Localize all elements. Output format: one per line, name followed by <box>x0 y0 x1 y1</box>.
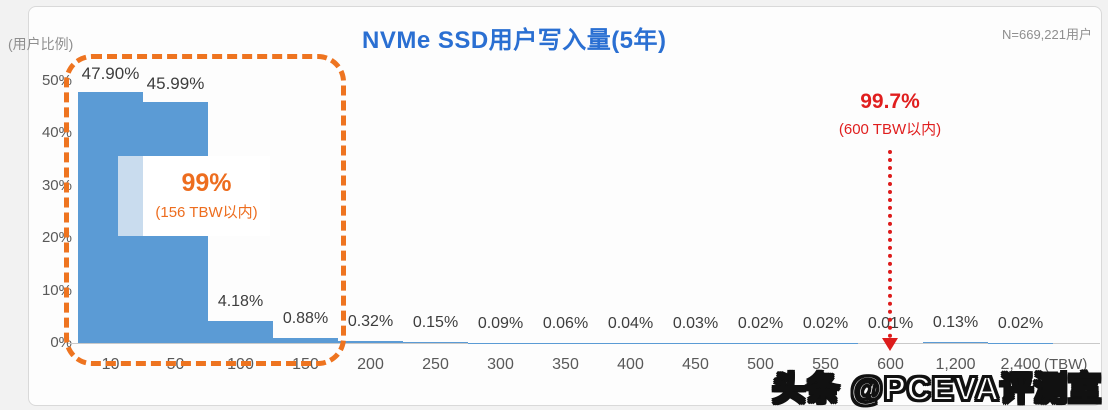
highlight-annotation-content: 99% (156 TBW以内) <box>143 156 270 236</box>
y-tick-30%: 30% <box>41 176 72 194</box>
x-tick-100: 100 <box>227 356 254 373</box>
y-tick-50%: 50% <box>41 72 72 89</box>
value-label-400: 0.04% <box>607 314 654 332</box>
bar-150 <box>273 338 338 343</box>
value-label-550: 0.02% <box>802 314 849 332</box>
y-tick-40%: 40% <box>41 124 72 142</box>
highlight-bar-strip <box>118 156 143 236</box>
x-tick-1,200: 1,200 <box>935 356 976 373</box>
x-tick-500: 500 <box>747 356 774 373</box>
x-tick-150: 150 <box>292 356 319 373</box>
value-label-150: 0.88% <box>282 310 329 328</box>
value-label-200: 0.32% <box>347 313 394 331</box>
x-tick-400: 400 <box>617 356 644 373</box>
x-tick-450: 450 <box>682 356 709 373</box>
chart-title: NVMe SSD用户写入量(5年) <box>362 27 667 54</box>
bar-1,200 <box>923 342 988 343</box>
value-label-50: 45.99% <box>146 74 205 93</box>
x-tick-600: 600 <box>877 356 904 373</box>
value-label-100: 4.18% <box>217 293 264 311</box>
x-tick-200: 200 <box>357 356 384 373</box>
y-axis-label: (用户比例) <box>8 36 74 52</box>
value-label-1,200: 0.13% <box>932 314 979 332</box>
bar-100 <box>208 321 273 343</box>
red-annotation: 99.7% (600 TBW以内) <box>839 90 941 139</box>
bar-200 <box>338 341 403 343</box>
sample-size-label: N=669,221用户 <box>1002 27 1092 42</box>
red-percent-label: 99.7% <box>860 90 920 113</box>
value-label-350: 0.06% <box>542 314 589 332</box>
value-label-2,400: 0.02% <box>997 314 1044 332</box>
bar-250 <box>403 342 468 343</box>
x-tick-550: 550 <box>812 356 839 373</box>
highlight-percent-label: 99% <box>181 168 232 197</box>
highlight-range-label: (156 TBW以内) <box>155 204 258 222</box>
y-tick-0%: 0% <box>50 334 72 351</box>
value-label-250: 0.15% <box>412 314 459 332</box>
red-dotted-arrow-line <box>888 150 892 338</box>
x-tick-250: 250 <box>422 356 449 373</box>
value-label-300: 0.09% <box>477 314 524 332</box>
x-axis-unit-label: (TBW) <box>1044 356 1088 373</box>
value-label-500: 0.02% <box>737 314 784 332</box>
y-tick-10%: 10% <box>41 281 72 299</box>
x-tick-2,400: 2,400 <box>1000 356 1041 373</box>
x-tick-10: 10 <box>101 356 120 373</box>
red-arrow-head-icon <box>882 338 898 351</box>
x-tick-350: 350 <box>552 356 579 373</box>
x-tick-50: 50 <box>166 356 185 373</box>
x-axis-line <box>68 343 1100 344</box>
watermark-pceva: 头条 @PCEVA评测室 <box>771 369 1102 408</box>
value-label-10: 47.90% <box>81 64 140 83</box>
red-range-label: (600 TBW以内) <box>838 121 942 138</box>
x-tick-300: 300 <box>487 356 514 373</box>
highlight-annotation: 99% (156 TBW以内) <box>118 156 270 236</box>
value-label-450: 0.03% <box>672 314 719 332</box>
y-tick-20%: 20% <box>41 229 72 247</box>
